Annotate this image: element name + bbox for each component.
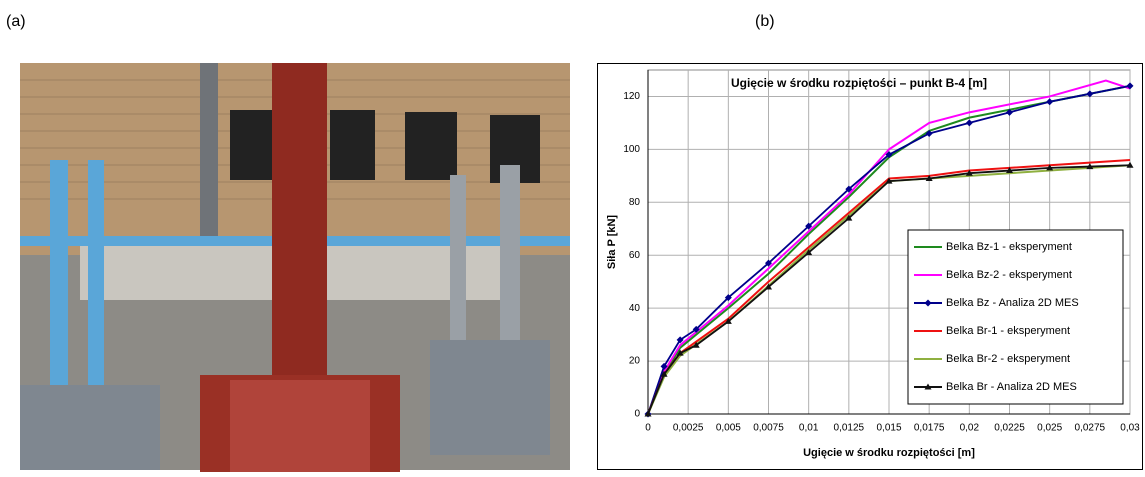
x-axis-label: Ugięcie w środku rozpiętości [m]: [803, 447, 975, 459]
point: [1086, 90, 1094, 98]
legend-label: Belka Bz-2 - eksperyment: [946, 269, 1072, 281]
point: [676, 349, 684, 356]
x-tick-label: 0,0175: [914, 423, 945, 434]
panel-label: (a): [6, 13, 26, 30]
point: [805, 249, 813, 256]
point: [1126, 82, 1134, 90]
point: [805, 222, 813, 230]
series-line: [647, 84, 1131, 415]
legend-marker: [924, 299, 932, 307]
point: [925, 174, 933, 181]
chart-title: Ugięcie w środku rozpiętości – punkt B-4…: [731, 76, 987, 90]
legend-label: Belka Bz-1 - eksperyment: [946, 241, 1072, 253]
point: [692, 325, 700, 333]
photo: [20, 63, 570, 472]
chart: 0 20 40 60 80 100 120 0 0,0025 0,005 0,0075 0,01 0,0…: [606, 69, 1140, 459]
point: [965, 119, 973, 127]
point: [845, 214, 853, 221]
legend-marker: [924, 383, 932, 390]
y-tick-label: 100: [623, 144, 640, 155]
x-tick-label: 0,005: [716, 423, 741, 434]
y-tick-label: 40: [629, 303, 641, 314]
x-tick-label: 0,03: [1120, 423, 1140, 434]
point: [1046, 164, 1054, 171]
legend-label: Belka Br - Analiza 2D MES: [946, 381, 1077, 393]
x-tick-label: 0,0125: [834, 423, 865, 434]
y-tick-label: 0: [634, 409, 640, 420]
point: [965, 169, 973, 176]
x-tick-label: 0,0025: [673, 423, 704, 434]
y-tick-label: 20: [629, 356, 641, 367]
point: [765, 259, 772, 267]
point: [644, 410, 652, 417]
point: [925, 130, 933, 138]
point: [660, 370, 668, 377]
point: [845, 185, 853, 193]
point: [676, 336, 684, 344]
legend-label: Belka Br-2 - eksperyment: [946, 353, 1070, 365]
x-tick-label: 0,025: [1037, 423, 1062, 434]
point: [1126, 161, 1134, 168]
y-tick-label: 60: [629, 250, 641, 261]
legend-box: [907, 229, 1124, 405]
point: [692, 341, 700, 348]
point: [1086, 163, 1094, 170]
x-tick-label: 0,0075: [753, 423, 784, 434]
point: [765, 283, 772, 290]
legend-label: Belka Bz - Analiza 2D MES: [946, 297, 1079, 309]
x-tick-label: 0,01: [799, 423, 819, 434]
y-tick-label: 120: [623, 91, 640, 102]
y-tick-label: 80: [629, 197, 641, 208]
point: [724, 317, 732, 324]
x-tick-label: 0,0275: [1075, 423, 1106, 434]
point: [1046, 98, 1054, 106]
x-tick-label: 0: [645, 423, 651, 434]
x-tick-label: 0,015: [876, 423, 901, 434]
panel-label: (b): [755, 13, 775, 30]
x-tick-label: 0,0225: [994, 423, 1025, 434]
point: [724, 294, 732, 302]
point: [1006, 167, 1013, 174]
point: [660, 362, 668, 370]
y-axis-label: Siła P [kN]: [606, 215, 618, 270]
legend-label: Belka Br-1 - eksperyment: [946, 325, 1070, 337]
x-tick-label: 0,02: [960, 423, 980, 434]
point: [885, 177, 893, 184]
point: [885, 151, 893, 159]
point: [1006, 108, 1013, 116]
